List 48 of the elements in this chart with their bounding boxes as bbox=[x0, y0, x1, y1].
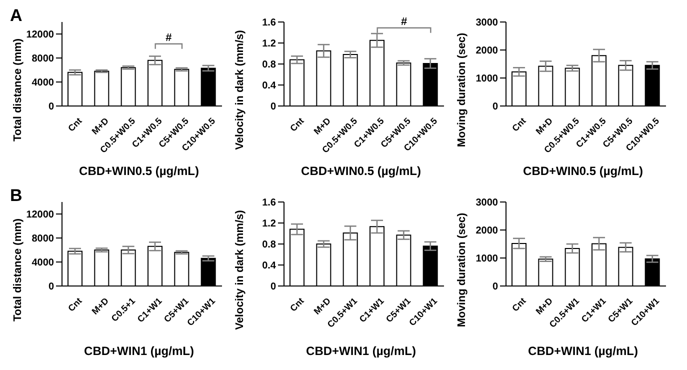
y-axis-title: Moving duration (sec) bbox=[456, 32, 468, 148]
y-tick-label: 0 bbox=[270, 282, 276, 293]
x-axis-title: CBD+WIN1 (µg/mL) bbox=[527, 344, 639, 358]
y-tick-label: 0 bbox=[492, 282, 498, 293]
y-tick-label: 0 bbox=[48, 102, 54, 113]
y-tick-label: 2000 bbox=[476, 226, 498, 237]
y-tick-label: 0.4 bbox=[262, 80, 276, 92]
y-tick-label: 0.4 bbox=[262, 260, 276, 272]
annotation: # bbox=[166, 32, 172, 44]
y-axis-title: Moving duration (sec) bbox=[456, 212, 468, 328]
y-tick-label: 8000 bbox=[32, 234, 54, 245]
y-tick-label: 4000 bbox=[32, 78, 54, 89]
x-tick-label: Cnt bbox=[510, 116, 528, 134]
y-tick-label: 1.6 bbox=[262, 198, 276, 209]
x-tick-label: Cnt bbox=[66, 116, 84, 134]
y-tick-label: 2000 bbox=[476, 46, 498, 57]
y-tick-label: 8000 bbox=[32, 54, 54, 65]
annotation: # bbox=[400, 16, 408, 28]
x-tick-label: Cnt bbox=[66, 296, 84, 314]
y-tick-label: 1.2 bbox=[262, 38, 276, 50]
y-axis-title: Velocity in dark (mm/s) bbox=[234, 210, 246, 330]
y-tick-label: 12000 bbox=[26, 210, 54, 221]
x-tick-label: Cnt bbox=[288, 296, 306, 314]
chart-title: A bbox=[10, 6, 22, 26]
y-tick-label: 1000 bbox=[476, 74, 498, 85]
y-tick-label: 3000 bbox=[476, 198, 498, 209]
y-axis-title: Total distance (mm) bbox=[12, 218, 24, 322]
chart-title: B bbox=[10, 186, 22, 206]
x-tick-label: Cnt bbox=[510, 296, 528, 314]
x-axis-title: CBD+WIN0.5 (µg/mL) bbox=[522, 164, 644, 178]
y-tick-label: 3000 bbox=[476, 18, 498, 29]
x-tick-label: Cnt bbox=[288, 116, 306, 134]
y-tick-label: 4000 bbox=[32, 258, 54, 269]
x-axis-title: CBD+WIN0.5 (µg/mL) bbox=[78, 164, 200, 178]
y-tick-label: 12000 bbox=[26, 30, 54, 41]
y-tick-label: 1.2 bbox=[262, 218, 276, 230]
y-axis-title: Total distance (mm) bbox=[12, 38, 24, 142]
y-tick-label: 0 bbox=[270, 102, 276, 113]
y-tick-label: 0.8 bbox=[262, 60, 276, 71]
y-tick-label: 0 bbox=[48, 282, 54, 293]
y-tick-label: 0.8 bbox=[262, 240, 276, 251]
y-tick-label: 1000 bbox=[476, 254, 498, 265]
x-axis-title: CBD+WIN1 (µg/mL) bbox=[305, 344, 417, 358]
x-axis-title: CBD+WIN0.5 (µg/mL) bbox=[300, 164, 422, 178]
y-tick-label: 1.6 bbox=[262, 18, 276, 29]
y-axis-title: Velocity in dark (mm/s) bbox=[234, 30, 246, 150]
x-axis-title: CBD+WIN1 (µg/mL) bbox=[83, 344, 195, 358]
y-tick-label: 0 bbox=[492, 102, 498, 113]
